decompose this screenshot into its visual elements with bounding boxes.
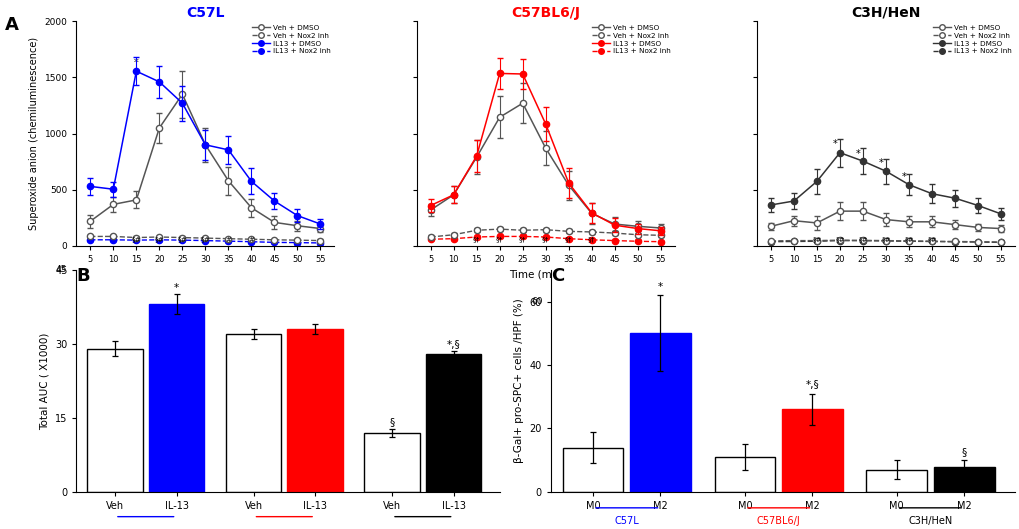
Text: *: * xyxy=(878,158,882,168)
Text: *: * xyxy=(833,139,837,149)
Title: C57L: C57L xyxy=(186,6,224,20)
Text: A: A xyxy=(5,16,19,34)
Bar xyxy=(287,329,342,492)
Bar xyxy=(426,354,481,492)
Text: §: § xyxy=(961,447,966,457)
Bar xyxy=(562,448,623,492)
Text: §#: §# xyxy=(904,236,913,243)
Y-axis label: Total AUC ( X1000): Total AUC ( X1000) xyxy=(40,332,50,430)
Text: §#: §# xyxy=(131,236,141,243)
Text: *: * xyxy=(657,282,662,292)
Text: §†: §† xyxy=(565,236,572,243)
Text: #: # xyxy=(249,236,254,243)
Text: §#: §# xyxy=(857,236,867,243)
Text: *: * xyxy=(855,149,860,159)
Text: *: * xyxy=(174,283,179,293)
Text: §#: §# xyxy=(811,236,821,243)
Text: §#: §# xyxy=(201,236,210,243)
Text: *,§: *,§ xyxy=(446,340,460,350)
Text: §: § xyxy=(389,417,394,427)
Bar xyxy=(630,333,690,492)
Text: §†: §† xyxy=(473,236,480,243)
Text: §†: §† xyxy=(541,236,549,243)
Text: *,§: *,§ xyxy=(805,380,818,390)
Bar xyxy=(713,457,774,492)
Y-axis label: β-Gal+ pro-SPC+ cells /HPF (%): β-Gal+ pro-SPC+ cells /HPF (%) xyxy=(514,298,524,463)
Y-axis label: Superoxide anion (chemiluminescence): Superoxide anion (chemiluminescence) xyxy=(29,37,39,230)
Text: C3H/HeN: C3H/HeN xyxy=(908,516,952,526)
Legend: Veh + DMSO, Veh + Nox2 inh, IL13 + DMSO, IL13 + Nox2 inh: Veh + DMSO, Veh + Nox2 inh, IL13 + DMSO,… xyxy=(931,25,1010,54)
Text: C57L: C57L xyxy=(613,516,639,526)
Text: *: * xyxy=(901,172,906,182)
X-axis label: Time (minute): Time (minute) xyxy=(849,270,922,279)
X-axis label: Time (minute): Time (minute) xyxy=(168,270,242,279)
Bar xyxy=(149,304,204,492)
Text: §#: §# xyxy=(177,236,186,243)
Text: 45: 45 xyxy=(55,265,67,275)
Text: §†: §† xyxy=(588,236,595,243)
Bar xyxy=(933,467,994,492)
Title: C3H/HeN: C3H/HeN xyxy=(851,6,920,20)
Text: §†: §† xyxy=(495,236,502,243)
X-axis label: Time (minute): Time (minute) xyxy=(508,270,582,279)
Legend: Veh + DMSO, Veh + Nox2 inh, IL13 + DMSO, IL13 + Nox2 inh: Veh + DMSO, Veh + Nox2 inh, IL13 + DMSO,… xyxy=(252,25,330,54)
Text: §#: §# xyxy=(155,236,164,243)
Bar xyxy=(364,433,420,492)
Bar xyxy=(88,349,143,492)
Bar xyxy=(225,334,281,492)
Text: §#: §# xyxy=(835,236,844,243)
Legend: Veh + DMSO, Veh + Nox2 inh, IL13 + DMSO, IL13 + Nox2 inh: Veh + DMSO, Veh + Nox2 inh, IL13 + DMSO,… xyxy=(592,25,671,54)
Text: C: C xyxy=(550,267,564,285)
Title: C57BL6/J: C57BL6/J xyxy=(511,6,580,20)
Text: §#: §# xyxy=(926,236,935,243)
Text: §#: §# xyxy=(880,236,890,243)
Text: 60: 60 xyxy=(531,297,542,306)
Text: *: * xyxy=(133,58,139,68)
Text: B: B xyxy=(76,267,90,285)
Text: §†: §† xyxy=(519,236,526,243)
Bar xyxy=(782,409,842,492)
Text: C57BL6/J: C57BL6/J xyxy=(756,516,800,526)
Text: #: # xyxy=(225,236,231,243)
Bar xyxy=(865,470,926,492)
